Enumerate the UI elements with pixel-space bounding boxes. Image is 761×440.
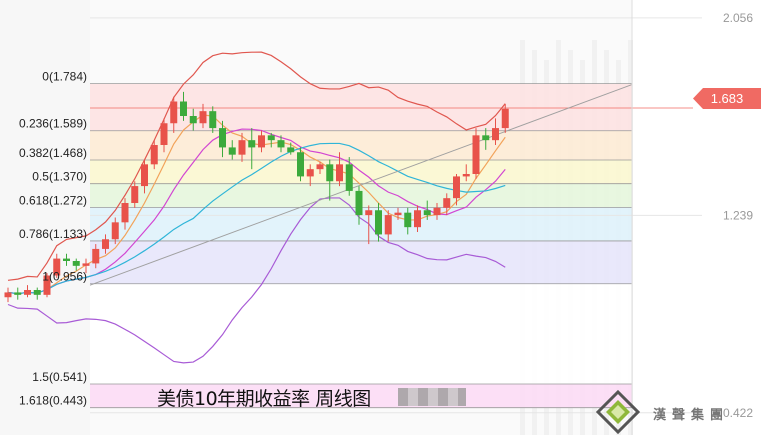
candle-body xyxy=(43,275,51,295)
candle-body xyxy=(336,164,343,182)
upper-band-line xyxy=(7,51,506,281)
candle-body xyxy=(423,210,431,216)
candle-body xyxy=(316,164,324,170)
candle-body xyxy=(345,164,353,191)
candle-body xyxy=(121,203,129,223)
fib-level-label: 0(1.784) xyxy=(42,70,87,84)
candle-body xyxy=(482,135,490,141)
fib-level-label: 1.618(0.443) xyxy=(19,394,87,408)
brand-logo-text: 漢聲集團 xyxy=(653,408,730,423)
fib-level-label: 0.786(1.133) xyxy=(19,227,87,241)
candle-body xyxy=(277,140,285,148)
fib-level-label: 0.236(1.589) xyxy=(19,117,87,131)
y-axis: 2.056 1.239 0.422 xyxy=(631,0,753,435)
fib-level-label: 0.5(1.370) xyxy=(32,170,87,184)
candle-body xyxy=(267,135,275,141)
candle-body xyxy=(443,198,451,208)
candle-body xyxy=(131,186,139,203)
candle-body xyxy=(141,164,148,187)
candle-body xyxy=(365,210,373,216)
y-tick-label: 2.056 xyxy=(723,11,753,25)
candle-body xyxy=(306,169,314,177)
fib-band xyxy=(90,240,632,284)
candle-body xyxy=(453,176,460,199)
fib-level-label: 0.618(1.272) xyxy=(19,193,87,207)
candle-body xyxy=(228,147,236,155)
lower-band-line xyxy=(7,197,506,364)
candle-body xyxy=(33,290,41,295)
candle-body xyxy=(394,212,402,216)
candle-body xyxy=(219,128,226,148)
ma20-line xyxy=(7,142,506,295)
candle-body xyxy=(355,190,363,216)
fibonacci-labels: 0(1.784) 0.236(1.589) 0.382(1.468) 0.5(1.37… xyxy=(19,70,87,408)
fib-level-label: 0.382(1.468) xyxy=(19,146,87,160)
candle-body xyxy=(82,263,90,266)
candle-body xyxy=(472,135,480,174)
candle-body xyxy=(326,164,334,182)
candle-body xyxy=(238,140,246,155)
candle-body xyxy=(111,222,119,240)
candle-body xyxy=(462,174,470,177)
trend-line xyxy=(89,84,633,286)
fib-level-label: 1.5(0.541) xyxy=(32,370,87,384)
candle-body xyxy=(404,212,412,228)
blurred-watermark xyxy=(398,388,466,406)
candle-body xyxy=(297,152,304,177)
candle-body xyxy=(92,248,100,264)
ma5-line xyxy=(7,114,506,295)
diamond-logo-icon xyxy=(595,389,641,435)
candlestick-series xyxy=(4,91,509,303)
candle-body xyxy=(287,147,295,153)
candle-body xyxy=(501,108,509,129)
candle-body xyxy=(492,128,499,141)
candle-body xyxy=(384,215,392,235)
candle-body xyxy=(102,239,109,249)
candle-body xyxy=(160,123,168,145)
candle-body xyxy=(150,145,158,165)
candle-body xyxy=(180,101,187,116)
candle-body xyxy=(433,207,441,216)
fib-band xyxy=(90,384,632,408)
candle-body xyxy=(63,258,70,261)
fib-band xyxy=(90,130,632,160)
candle-body xyxy=(199,111,207,124)
fib-level-label: 1(0.956) xyxy=(42,270,87,284)
candle-body xyxy=(4,292,12,298)
y-tick-label: 1.239 xyxy=(723,208,753,222)
fib-band xyxy=(90,283,632,385)
y-tick-label: 0.422 xyxy=(723,406,753,420)
candle-body xyxy=(14,292,22,295)
candle-body xyxy=(170,101,178,124)
candle-body xyxy=(72,261,80,266)
candle-body xyxy=(414,210,421,228)
candle-body xyxy=(375,210,382,235)
brand-logo: 漢聲集團 xyxy=(595,388,761,435)
chart-title: 美债10年期收益率 周线图 xyxy=(157,388,371,410)
current-price-tag: 1.683 xyxy=(693,88,761,109)
candle-body xyxy=(209,111,217,129)
left-margin-background xyxy=(0,0,90,435)
candle-body xyxy=(189,116,197,124)
indicator-lines xyxy=(7,51,633,364)
candle-body xyxy=(24,290,31,295)
candle-body xyxy=(248,140,256,148)
candle-body xyxy=(258,135,265,148)
candle-body xyxy=(53,258,61,276)
